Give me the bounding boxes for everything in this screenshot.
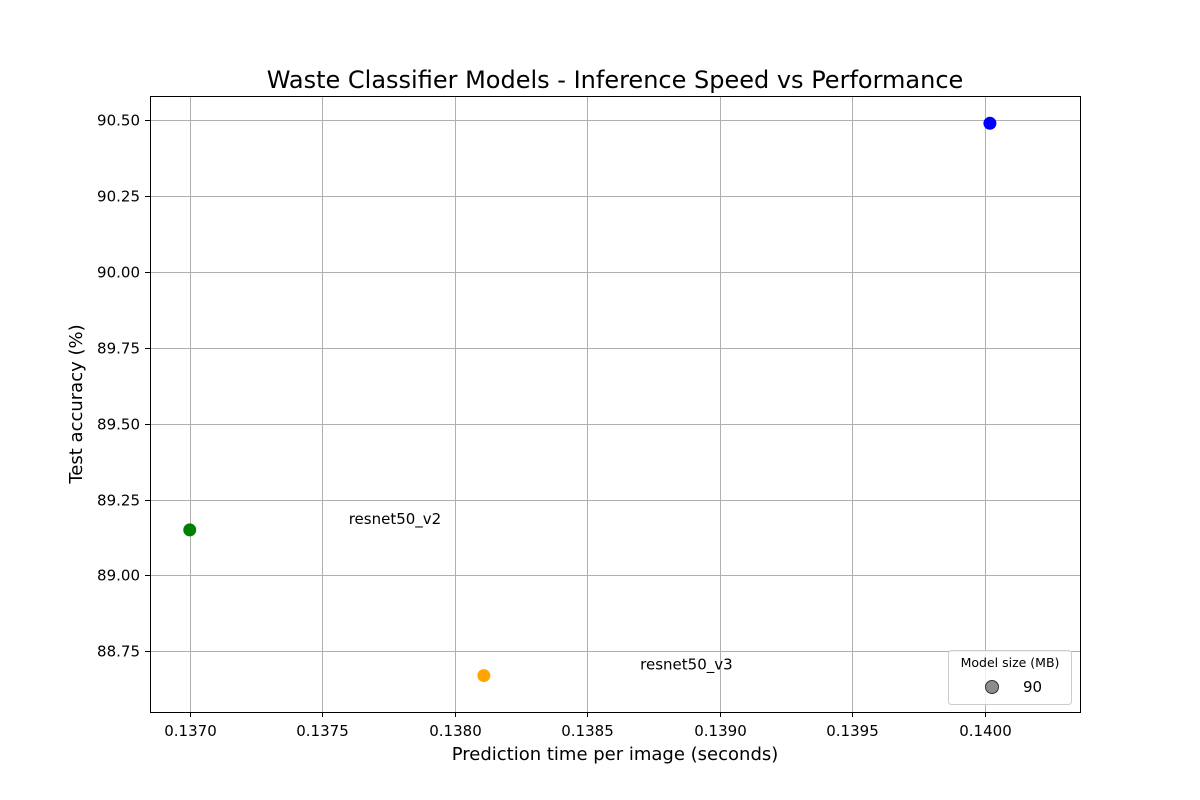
point-annotation: resnet50_v2 [349,510,442,529]
x-tick-label: 0.1370 [164,722,217,740]
grid-lines [150,96,1080,712]
y-tick-label: 89.75 [97,340,140,358]
x-tick-label: 0.1385 [561,722,614,740]
legend-entry-label: 90 [1023,678,1042,696]
x-tick-label: 0.1375 [296,722,349,740]
axis-ticks: 0.1370 0.1375 0.1380 0.1385 0.1390 0.1395 0.14… [97,112,1012,741]
y-tick-label: 90.50 [97,112,140,130]
data-points [183,116,997,683]
y-axis-label: Test accuracy (%) [66,324,87,484]
scatter-point [983,116,997,130]
y-tick-label: 90.00 [97,264,140,282]
chart-title: Waste Classifier Models - Inference Spee… [267,66,964,94]
y-tick-label: 89.00 [97,567,140,585]
x-tick-label: 0.1390 [694,722,747,740]
y-tick-label: 90.25 [97,188,140,206]
y-tick-label: 89.50 [97,416,140,434]
x-tick-label: 0.1400 [959,722,1012,740]
plot-area-frame [150,96,1081,713]
x-axis-label: Prediction time per image (seconds) [452,744,779,765]
legend-box [948,650,1072,705]
y-tick-label: 89.25 [97,492,140,510]
legend: Model size (MB) 90 [948,650,1072,705]
x-tick-label: 0.1380 [429,722,482,740]
legend-marker [985,680,999,694]
y-tick-label: 88.75 [97,643,140,661]
x-tick-label: 0.1395 [826,722,879,740]
point-annotation: resnet50_v3 [640,656,733,675]
scatter-point [183,523,197,537]
annotations: resnet50_v2 resnet50_v3 [349,510,733,675]
scatter-point [477,669,491,683]
legend-title: Model size (MB) [961,655,1060,670]
